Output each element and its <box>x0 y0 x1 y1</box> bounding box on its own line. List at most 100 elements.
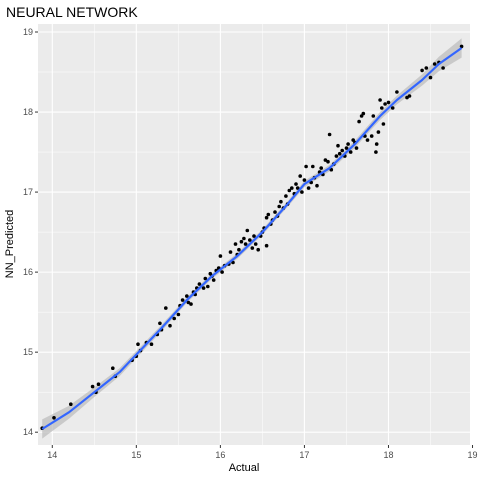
data-point <box>369 134 374 138</box>
x-tick-label: 16 <box>215 450 225 460</box>
data-point <box>136 342 140 347</box>
data-point <box>180 298 185 302</box>
data-point <box>381 122 386 126</box>
data-point <box>371 114 376 118</box>
data-point <box>256 247 261 252</box>
data-point <box>374 142 379 146</box>
data-point <box>304 164 308 169</box>
data-point <box>365 138 370 142</box>
smooth-fit-line <box>41 47 463 430</box>
confidence-band <box>42 38 462 439</box>
data-point <box>357 119 361 124</box>
data-point <box>69 402 73 407</box>
data-point <box>386 100 391 105</box>
data-point <box>346 142 350 146</box>
data-point <box>390 106 395 110</box>
data-point <box>197 282 202 286</box>
data-point <box>185 294 189 298</box>
data-point <box>228 250 233 254</box>
y-tick-label: 14 <box>23 427 33 437</box>
data-point <box>96 382 101 387</box>
x-tick-label: 17 <box>299 450 309 460</box>
data-point <box>220 270 224 274</box>
y-tick-label: 16 <box>23 267 33 277</box>
x-tick-label: 19 <box>468 450 478 460</box>
data-point <box>361 111 366 116</box>
data-point <box>168 323 172 328</box>
data-point <box>302 178 307 182</box>
data-point <box>264 243 269 248</box>
data-point <box>323 158 328 162</box>
data-point <box>319 166 324 170</box>
data-point <box>420 68 424 73</box>
data-point <box>378 98 382 102</box>
data-point <box>290 186 294 190</box>
data-point <box>201 286 206 290</box>
data-point <box>340 148 345 153</box>
data-point <box>248 238 252 242</box>
data-point <box>186 300 191 305</box>
data-point <box>149 342 154 347</box>
data-point <box>344 146 349 150</box>
y-tick-label: 17 <box>23 187 33 197</box>
data-point <box>164 306 168 310</box>
data-point <box>52 416 56 420</box>
data-point <box>348 150 353 154</box>
data-point <box>264 215 269 220</box>
data-point <box>298 174 303 178</box>
data-point <box>327 132 332 137</box>
data-point <box>376 130 381 134</box>
data-point <box>158 321 162 326</box>
data-point <box>383 102 387 106</box>
data-point <box>277 204 282 209</box>
data-point <box>250 246 255 250</box>
data-point <box>337 151 342 156</box>
data-point <box>90 384 95 389</box>
data-point <box>374 150 378 154</box>
data-point <box>203 276 208 281</box>
data-point <box>111 366 115 371</box>
y-axis-title: NN_Predicted <box>4 210 16 278</box>
x-tick-label: 15 <box>131 450 141 460</box>
data-point <box>354 146 359 150</box>
data-point <box>206 284 210 289</box>
x-tick-label: 18 <box>383 450 393 460</box>
data-point <box>287 188 292 193</box>
data-point <box>315 183 319 188</box>
y-tick-label: 18 <box>23 107 33 117</box>
data-point <box>336 143 340 148</box>
y-tick-label: 15 <box>23 347 33 357</box>
data-point <box>279 199 283 204</box>
data-point <box>432 62 437 66</box>
data-point <box>176 312 181 317</box>
data-point <box>311 164 315 169</box>
data-point <box>253 242 258 246</box>
y-tick-label: 19 <box>23 27 33 37</box>
data-point <box>334 154 339 158</box>
plot-panel <box>38 24 474 445</box>
data-point <box>233 242 238 246</box>
data-point <box>295 186 300 190</box>
data-point <box>380 106 384 110</box>
data-point <box>441 66 445 70</box>
chart-title: NEURAL NETWORK <box>6 4 138 20</box>
data-point <box>218 254 223 258</box>
data-point <box>231 260 235 265</box>
data-point <box>300 190 304 194</box>
data-point <box>306 186 311 190</box>
data-point <box>273 210 277 214</box>
x-tick-label: 14 <box>47 450 57 460</box>
data-point <box>395 90 399 94</box>
data-point <box>242 236 246 241</box>
data-point <box>243 242 248 246</box>
data-point <box>211 278 216 282</box>
data-point <box>189 302 193 306</box>
data-point <box>326 159 330 164</box>
data-point <box>424 66 429 70</box>
data-point <box>294 182 298 186</box>
data-point <box>239 239 244 244</box>
data-point <box>245 228 250 233</box>
data-point <box>237 247 241 252</box>
x-axis-title: Actual <box>229 462 260 474</box>
